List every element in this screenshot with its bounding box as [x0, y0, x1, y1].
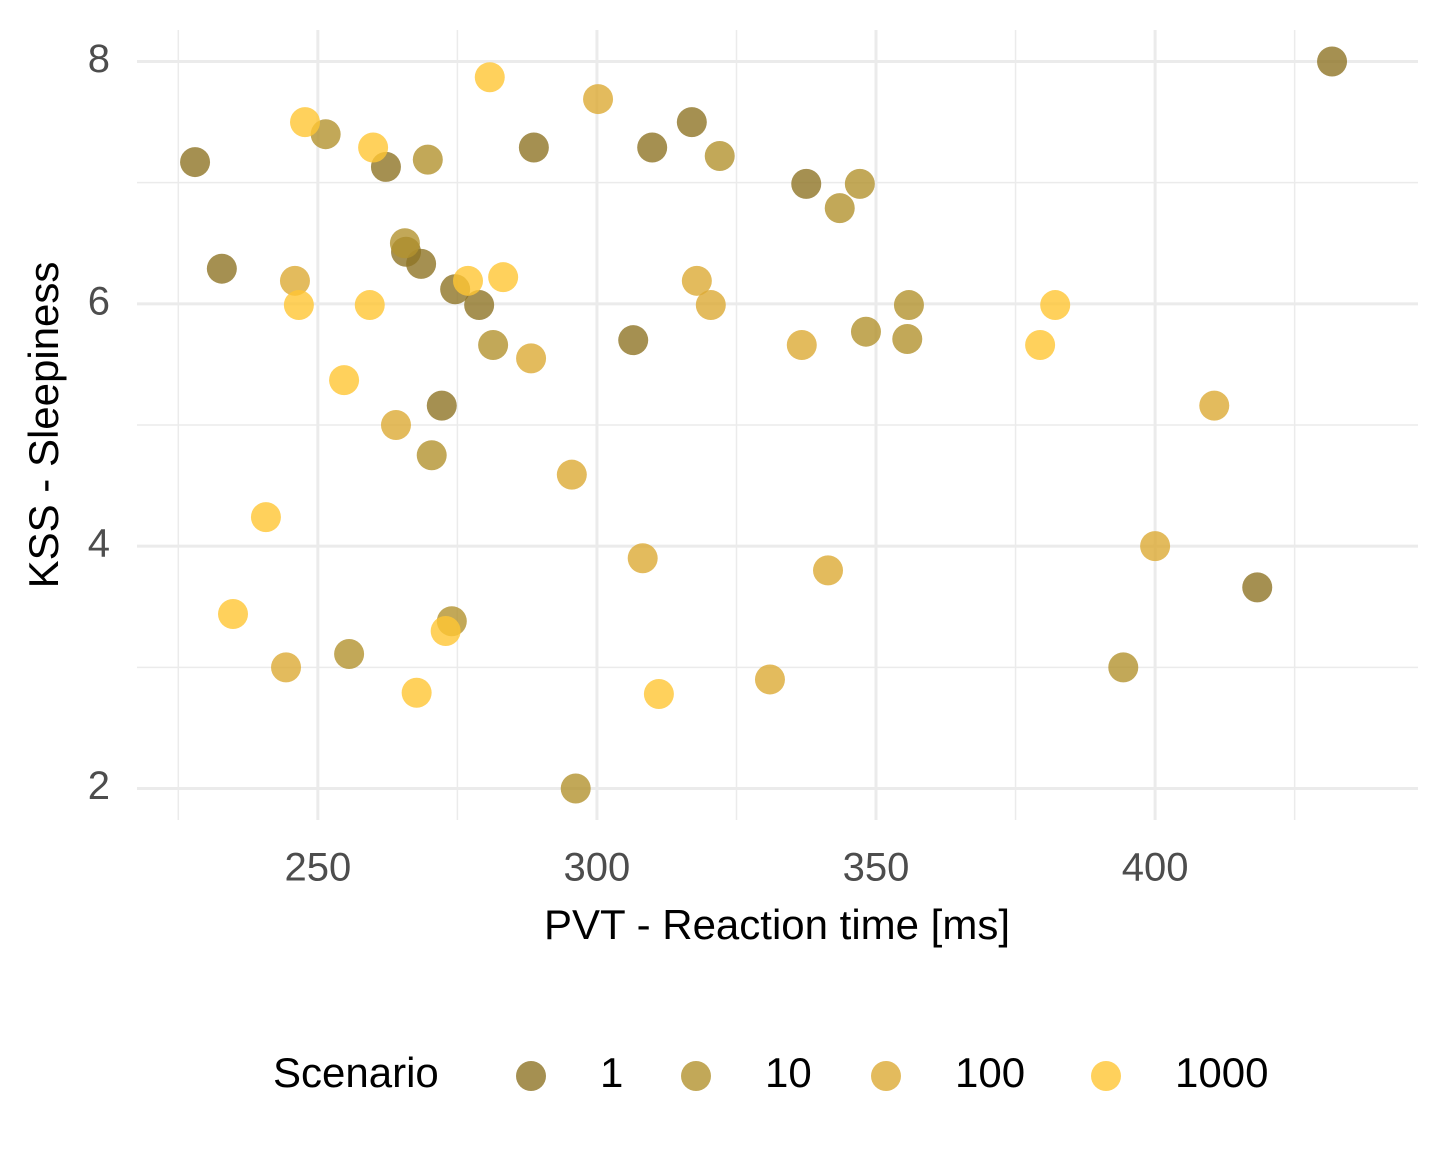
point — [560, 773, 591, 804]
point — [283, 290, 314, 321]
point — [478, 330, 509, 361]
point — [401, 677, 432, 708]
point — [1025, 330, 1056, 361]
legend-marker — [516, 1061, 546, 1091]
points — [180, 46, 1348, 804]
point — [1317, 46, 1348, 77]
x-tick-label: 250 — [284, 846, 351, 890]
point — [695, 290, 726, 321]
point — [1108, 652, 1139, 683]
point — [791, 168, 822, 199]
point — [279, 265, 310, 296]
point — [406, 248, 437, 279]
point — [329, 365, 360, 396]
point — [334, 639, 365, 670]
point — [518, 132, 549, 163]
point — [643, 678, 674, 709]
legend-label: 1 — [600, 1049, 623, 1096]
point — [180, 147, 211, 178]
legend-label: 1000 — [1175, 1049, 1268, 1096]
legend-marker — [1091, 1061, 1121, 1091]
point — [380, 410, 411, 440]
point — [1199, 390, 1230, 421]
point — [271, 652, 302, 683]
point — [488, 262, 519, 293]
point — [218, 599, 249, 630]
point — [412, 144, 443, 175]
point — [358, 132, 389, 163]
point — [452, 265, 483, 296]
x-tick-label: 400 — [1122, 846, 1189, 890]
x-tick-label: 300 — [564, 846, 631, 890]
point — [430, 615, 461, 646]
point — [464, 290, 495, 321]
point — [556, 459, 587, 490]
point — [618, 325, 649, 356]
point — [754, 664, 785, 695]
point — [681, 265, 712, 296]
legend-marker — [871, 1061, 901, 1091]
x-tick-label: 350 — [843, 846, 910, 890]
point — [704, 141, 735, 172]
point — [786, 330, 817, 361]
point — [583, 84, 614, 115]
point — [1040, 290, 1071, 321]
point — [290, 107, 321, 138]
x-axis-title: PVT - Reaction time [ms] — [544, 901, 1010, 948]
point — [627, 543, 658, 574]
point — [474, 62, 505, 93]
point — [426, 390, 457, 421]
point — [389, 228, 420, 259]
legend: Scenario 1 10 100 1000 — [273, 1049, 1268, 1096]
point — [844, 168, 875, 199]
point — [1140, 531, 1171, 562]
y-tick-label: 6 — [88, 279, 110, 323]
point — [824, 193, 855, 224]
point — [416, 440, 447, 471]
point — [813, 555, 844, 586]
point — [206, 253, 237, 284]
point — [850, 316, 881, 347]
legend-marker — [681, 1061, 711, 1091]
y-tick-label: 4 — [88, 522, 110, 566]
point — [637, 132, 668, 163]
legend-title: Scenario — [273, 1049, 439, 1096]
point — [1242, 572, 1273, 603]
y-axis-title: KSS - Sleepiness — [20, 262, 67, 589]
legend-label: 10 — [765, 1049, 812, 1096]
y-tick-label: 8 — [88, 37, 110, 81]
point — [354, 290, 385, 321]
point — [676, 107, 707, 138]
point — [250, 502, 281, 533]
legend-label: 100 — [955, 1049, 1025, 1096]
y-tick-label: 2 — [88, 764, 110, 808]
point — [516, 343, 547, 374]
point — [892, 323, 923, 354]
point — [893, 290, 924, 321]
